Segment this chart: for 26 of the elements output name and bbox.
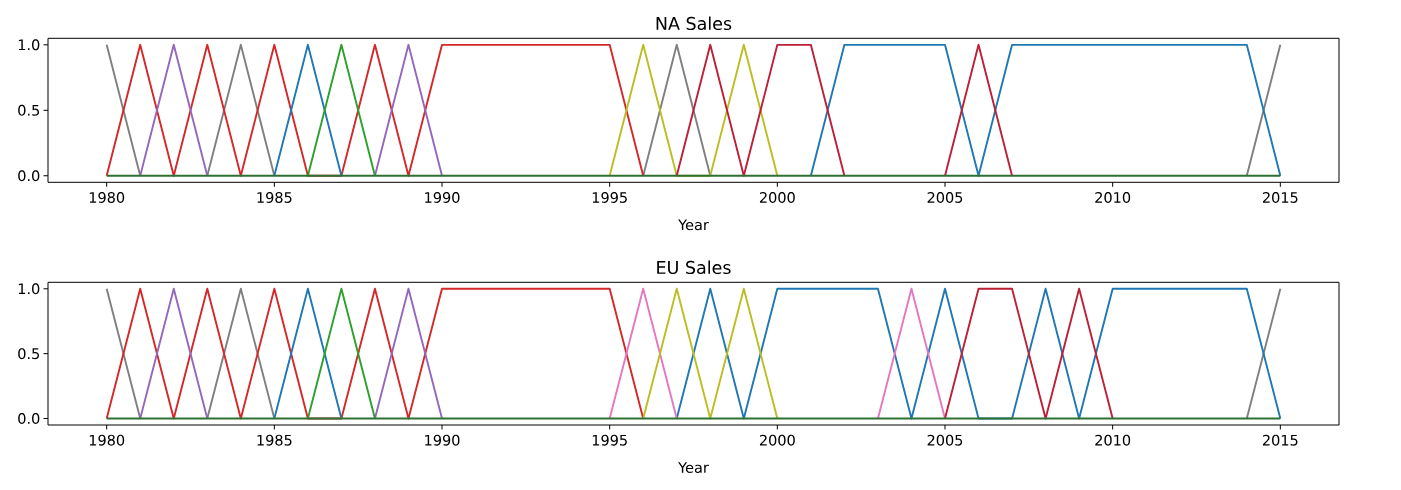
x-tick-label: 1995 [592, 434, 627, 446]
x-tick-label: 1980 [89, 434, 125, 446]
y-tick-label: 1.0 [18, 39, 40, 51]
x-tick-label: 1980 [89, 191, 125, 203]
x-tick-label: 2000 [759, 191, 795, 203]
x-tick-label: 2010 [1095, 191, 1131, 203]
chart-title: NA Sales [656, 16, 732, 31]
y-tick-label: 0.0 [18, 413, 40, 424]
y-tick-label: 0.5 [18, 104, 40, 116]
x-axis-title: Year [678, 462, 709, 473]
x-tick-label: 2010 [1095, 434, 1131, 446]
x-tick-label: 2005 [927, 191, 963, 203]
y-tick-label: 0.0 [18, 170, 40, 182]
chart-title: EU Sales [657, 260, 731, 275]
x-tick-label: 2015 [1262, 191, 1298, 203]
x-axis-title: Year [678, 219, 709, 231]
x-tick-label: 2000 [759, 434, 795, 446]
y-tick-label: 1.0 [18, 283, 40, 295]
x-tick-label: 2015 [1262, 434, 1298, 446]
x-tick-label: 1995 [592, 191, 627, 203]
x-tick-label: 2005 [927, 434, 963, 446]
x-tick-label: 1990 [425, 191, 460, 203]
x-tick-label: 1990 [425, 434, 460, 446]
x-tick-label: 1985 [257, 191, 292, 203]
y-tick-label: 0.5 [18, 348, 40, 360]
x-tick-label: 1985 [257, 434, 292, 446]
